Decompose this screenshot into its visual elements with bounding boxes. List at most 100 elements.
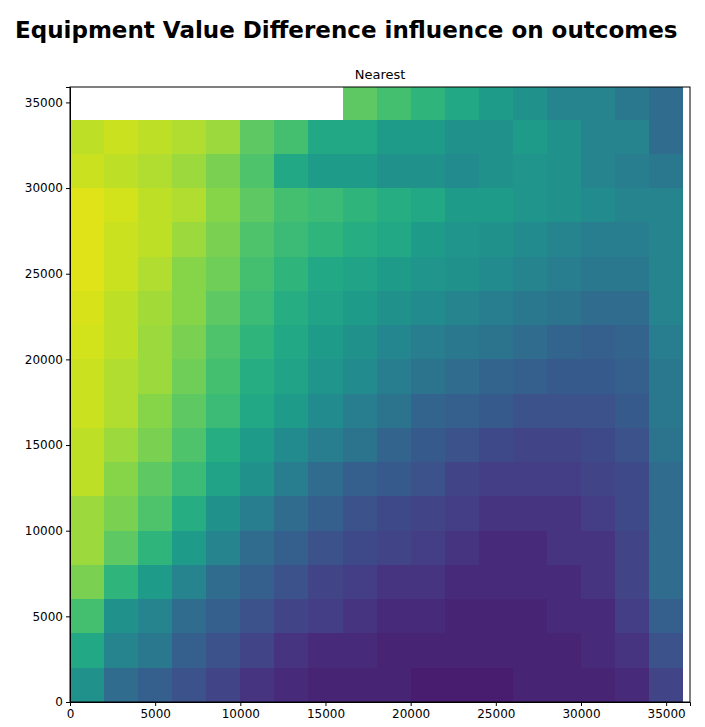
heatmap-cell <box>581 496 615 530</box>
heatmap-cell <box>240 325 274 359</box>
x-tick-mark <box>155 702 156 706</box>
y-tick-label: 30000 <box>25 181 63 195</box>
y-tick-mark <box>66 359 70 360</box>
heatmap-cell <box>172 394 206 428</box>
heatmap-cell <box>240 359 274 393</box>
heatmap-cell <box>172 188 206 222</box>
x-tick-mark <box>666 702 667 706</box>
heatmap-cell <box>513 668 547 702</box>
x-tick-mark <box>411 702 412 706</box>
heatmap-cell <box>377 291 411 325</box>
heatmap-cell <box>479 120 513 154</box>
heatmap-cell <box>343 531 377 565</box>
heatmap-cell <box>445 87 479 120</box>
heatmap-cell <box>343 668 377 702</box>
heatmap-cell <box>377 565 411 599</box>
heatmap-cell <box>70 668 104 702</box>
heatmap-cell <box>615 222 649 256</box>
y-tick-label: 15000 <box>25 438 63 452</box>
heatmap-cell <box>206 257 240 291</box>
heatmap-cell <box>513 462 547 496</box>
heatmap-cell <box>240 428 274 462</box>
heatmap-cell <box>479 359 513 393</box>
heatmap-cell <box>274 531 308 565</box>
heatmap-cell <box>377 188 411 222</box>
heatmap-cell <box>649 291 683 325</box>
heatmap-cell <box>547 599 581 633</box>
heatmap-cell <box>308 394 342 428</box>
heatmap-cell <box>206 531 240 565</box>
heatmap-cell <box>343 325 377 359</box>
heatmap-cell <box>172 359 206 393</box>
heatmap-cell <box>377 496 411 530</box>
heatmap-cell <box>206 496 240 530</box>
heatmap-cell <box>547 531 581 565</box>
y-tick-mark <box>66 531 70 532</box>
heatmap-cell <box>343 462 377 496</box>
heatmap-cell <box>615 599 649 633</box>
heatmap-cell <box>138 668 172 702</box>
heatmap-cell <box>581 462 615 496</box>
heatmap-cell <box>206 325 240 359</box>
heatmap-cell <box>308 120 342 154</box>
heatmap-cell <box>70 291 104 325</box>
heatmap-cell <box>377 668 411 702</box>
heatmap-cell <box>479 325 513 359</box>
heatmap-cell <box>70 222 104 256</box>
heatmap-cell <box>172 257 206 291</box>
heatmap-cell <box>445 188 479 222</box>
heatmap-cell <box>581 633 615 667</box>
heatmap-cell <box>513 633 547 667</box>
heatmap-cell <box>308 154 342 188</box>
heatmap-cell <box>274 359 308 393</box>
heatmap-cell <box>308 565 342 599</box>
heatmap-cell <box>445 291 479 325</box>
heatmap-cell <box>138 633 172 667</box>
heatmap-cell <box>479 462 513 496</box>
heatmap-cell <box>70 154 104 188</box>
heatmap-cell <box>615 359 649 393</box>
heatmap-cell <box>343 394 377 428</box>
heatmap-cell <box>343 565 377 599</box>
heatmap-cell <box>206 599 240 633</box>
heatmap-cell <box>377 154 411 188</box>
heatmap-cell <box>240 188 274 222</box>
heatmap-cell <box>445 222 479 256</box>
y-tick: 25000 <box>25 267 70 281</box>
heatmap-cell <box>513 599 547 633</box>
x-tick: 20000 <box>392 702 430 721</box>
heatmap-cell <box>649 496 683 530</box>
heatmap-cell <box>70 496 104 530</box>
heatmap-cell <box>240 599 274 633</box>
heatmap-cell <box>513 325 547 359</box>
y-tick-label: 20000 <box>25 353 63 367</box>
heatmap-cell <box>581 120 615 154</box>
heatmap-cell <box>513 120 547 154</box>
heatmap-cell <box>172 496 206 530</box>
heatmap-cell <box>615 496 649 530</box>
heatmap-cell <box>274 428 308 462</box>
heatmap-cell <box>343 188 377 222</box>
heatmap-cell <box>513 359 547 393</box>
heatmap-cell <box>274 154 308 188</box>
x-tick: 10000 <box>222 702 260 721</box>
x-tick-mark <box>325 702 326 706</box>
heatmap-cell <box>274 462 308 496</box>
heatmap-cell <box>240 565 274 599</box>
heatmap-cell <box>138 188 172 222</box>
heatmap-cell <box>308 222 342 256</box>
heatmap-cell <box>70 428 104 462</box>
heatmap-cell <box>581 154 615 188</box>
heatmap-cell <box>70 565 104 599</box>
x-tick: 35000 <box>648 702 686 721</box>
heatmap-cell <box>172 291 206 325</box>
heatmap-cell <box>547 291 581 325</box>
x-tick: 25000 <box>477 702 515 721</box>
heatmap-cell <box>581 325 615 359</box>
heatmap-cell <box>104 120 138 154</box>
heatmap-cell <box>70 462 104 496</box>
heatmap-cell <box>274 325 308 359</box>
heatmap-cell <box>240 154 274 188</box>
plot-frame <box>70 87 690 702</box>
heatmap-cell <box>104 154 138 188</box>
